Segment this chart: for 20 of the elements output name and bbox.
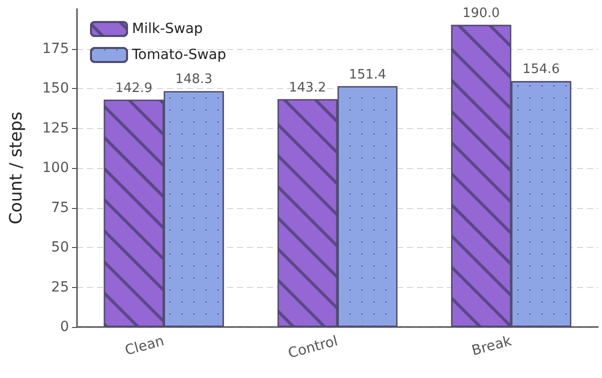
y-tick-label: 125	[42, 120, 69, 136]
y-tick-label: 25	[51, 279, 69, 296]
data-label: 190.0	[462, 6, 500, 21]
y-tick-label: 75	[51, 200, 69, 216]
legend-label: Milk-Swap	[132, 21, 203, 37]
data-label: 143.2	[288, 80, 326, 96]
y-tick-label: 0	[60, 319, 69, 335]
data-label: 142.9	[115, 80, 152, 96]
data-label: 151.4	[348, 67, 386, 82]
y-tick-label: 175	[42, 40, 69, 57]
x-tick-label: Control	[286, 333, 340, 362]
data-label: 154.6	[522, 62, 560, 78]
y-axis-title: Count / steps	[6, 112, 26, 224]
x-tick-label: Break	[470, 333, 514, 360]
y-tick-label: 100	[42, 160, 69, 176]
x-tick-label: Clean	[123, 333, 166, 360]
y-tick-label: 150	[42, 80, 69, 96]
data-label: 148.3	[175, 72, 212, 88]
legend-label: Tomato-Swap	[131, 47, 226, 63]
y-tick-label: 50	[51, 240, 69, 256]
